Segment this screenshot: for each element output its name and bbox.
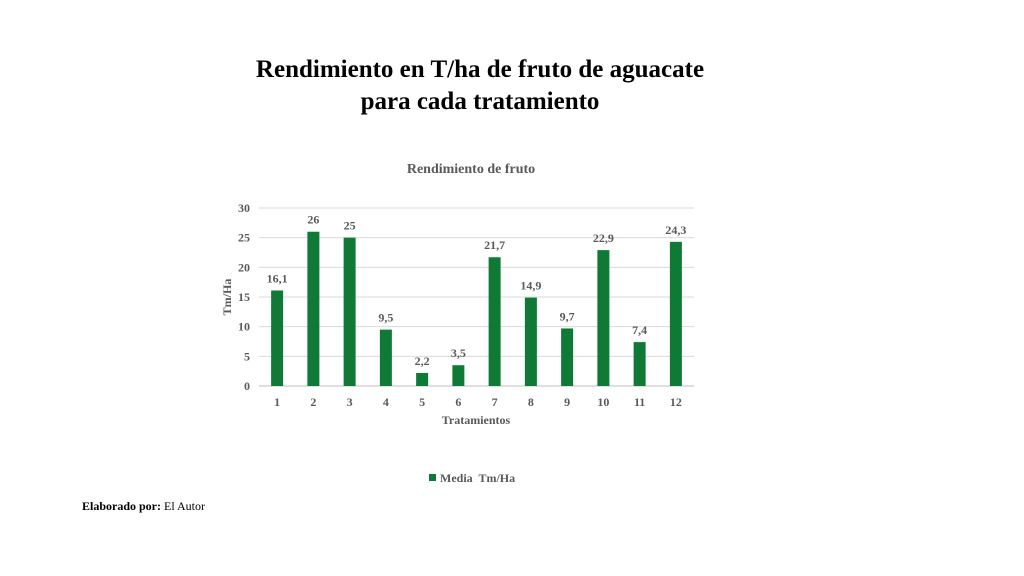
x-tick-label: 5 [419, 395, 425, 409]
x-tick-label: 3 [347, 395, 353, 409]
data-label: 2,2 [415, 354, 430, 368]
bar [379, 329, 392, 386]
x-axis-ticks: 1 2 3 4 5 6 7 8 9 10 11 12 [274, 395, 682, 409]
gridlines [259, 207, 694, 387]
bar [561, 328, 574, 386]
x-tick-label: 8 [528, 395, 534, 409]
bar [452, 365, 465, 386]
y-axis-label: Tm/Ha [220, 279, 234, 316]
bar [343, 237, 356, 386]
legend-swatch [429, 474, 436, 481]
data-labels: 16,1 26 25 9,5 2,2 3,5 21,7 14,9 9,7 22,9 7,4 24,3 [267, 213, 687, 368]
bar [524, 297, 537, 386]
data-label: 9,7 [560, 309, 575, 323]
data-label: 26 [307, 213, 319, 227]
data-label: 9,5 [378, 311, 393, 325]
legend-label: Media Tm/Ha [440, 471, 515, 485]
footer-author: El Autor [164, 499, 206, 513]
slide-title: Rendimiento en T/ha de fruto de aguacate… [200, 54, 760, 118]
footer-label: Elaborado por: [82, 499, 162, 513]
y-tick-label: 0 [244, 379, 250, 393]
legend: Media Tm/Ha [429, 471, 515, 485]
y-tick-label: 30 [238, 201, 250, 215]
y-tick-label: 10 [238, 320, 250, 334]
slide-title-line1: Rendimiento en T/ha de fruto de aguacate [255, 56, 705, 83]
footer-credit: Elaborado por: El Autor [82, 499, 205, 514]
x-tick-label: 4 [383, 395, 389, 409]
data-label: 3,5 [451, 346, 466, 360]
x-tick-label: 2 [310, 395, 316, 409]
x-tick-label: 12 [670, 395, 682, 409]
x-tick-label: 7 [492, 395, 498, 409]
y-tick-label: 15 [238, 290, 250, 304]
bars [271, 231, 682, 386]
y-tick-label: 5 [244, 349, 250, 363]
data-label: 21,7 [484, 238, 505, 252]
bar [271, 290, 284, 386]
bar [416, 372, 429, 386]
bar [597, 250, 610, 386]
y-axis-ticks: 0 5 10 15 20 25 30 [238, 201, 250, 393]
y-tick-label: 20 [238, 260, 250, 274]
bar [669, 241, 682, 386]
x-tick-label: 1 [274, 395, 280, 409]
data-label: 24,3 [665, 223, 686, 237]
data-label: 25 [344, 219, 356, 233]
bar [307, 231, 320, 386]
data-label: 16,1 [267, 271, 288, 285]
x-axis-label: Tratamientos [442, 413, 511, 427]
x-tick-label: 6 [455, 395, 461, 409]
x-tick-label: 10 [597, 395, 609, 409]
bar [633, 342, 646, 386]
y-tick-label: 25 [238, 231, 250, 245]
bar [488, 257, 501, 386]
slide-title-line2: para cada tratamiento [360, 88, 600, 115]
x-tick-label: 9 [564, 395, 570, 409]
x-tick-label: 11 [634, 395, 645, 409]
chart-title: Rendimiento de fruto [407, 162, 535, 177]
data-label: 14,9 [520, 279, 541, 293]
data-label: 7,4 [632, 323, 647, 337]
data-label: 22,9 [593, 231, 614, 245]
